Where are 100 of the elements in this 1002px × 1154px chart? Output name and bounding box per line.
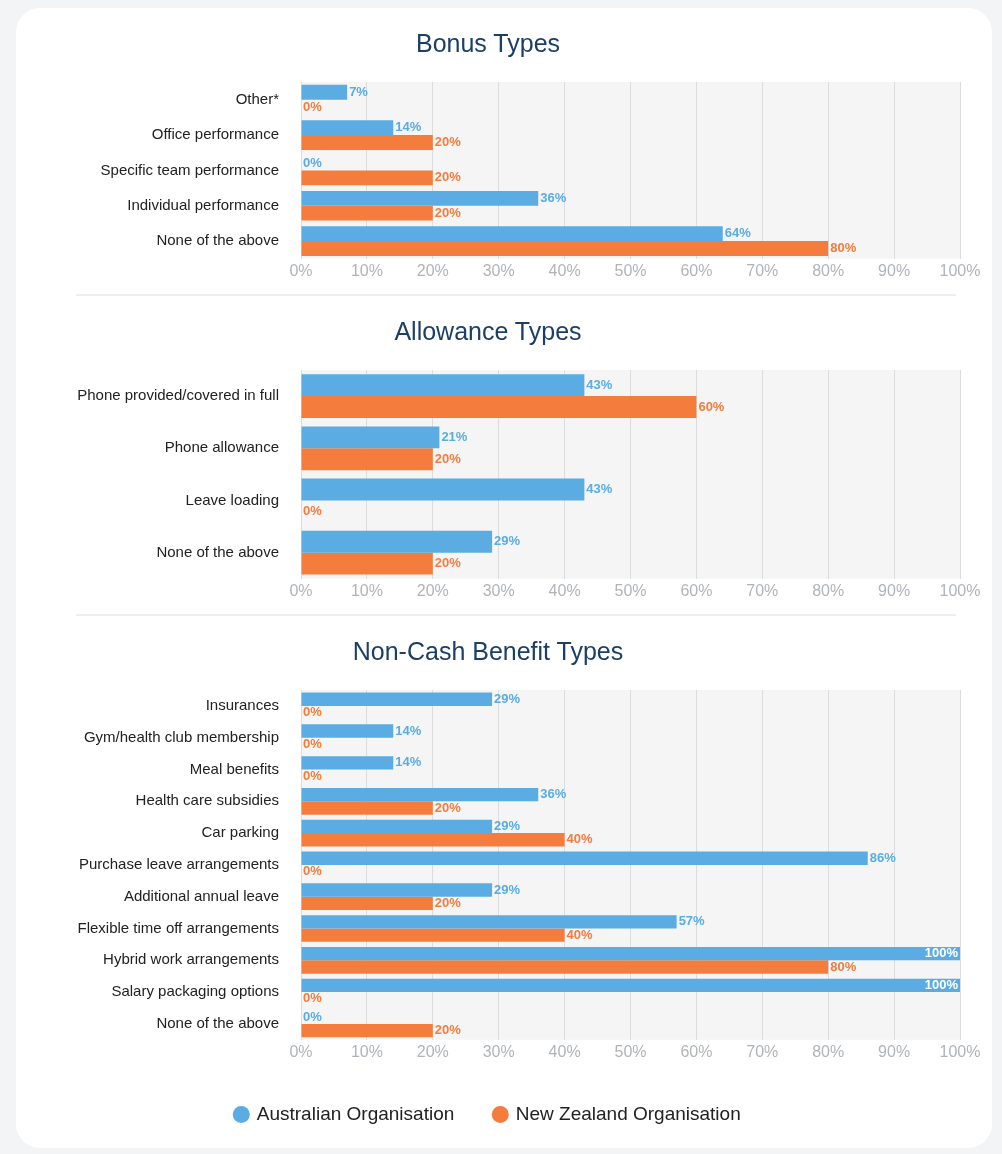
bar [301, 552, 433, 575]
x-tick-label: 60% [680, 1042, 713, 1060]
bar [301, 724, 394, 738]
data-label: 100% [924, 977, 959, 992]
x-tick-label: 90% [878, 581, 911, 599]
data-label: 0% [303, 503, 323, 519]
x-tick-label: 100% [939, 261, 981, 279]
bar [301, 120, 394, 136]
bar [301, 978, 960, 993]
bar [301, 190, 539, 206]
y-tick-label: Other* [235, 89, 280, 107]
bar [301, 960, 829, 974]
data-label: 14% [395, 119, 422, 135]
data-label: 21% [441, 428, 468, 444]
y-tick-label: Gym/health club membership [83, 727, 279, 745]
data-label: 20% [434, 555, 462, 571]
y-tick-label: Salary packaging options [111, 982, 279, 1000]
x-tick-label: 30% [482, 261, 515, 279]
x-tick-label: 10% [350, 1042, 383, 1060]
data-label: 80% [830, 958, 857, 974]
bar [301, 1023, 433, 1038]
x-tick-label: 60% [680, 581, 713, 599]
bar [301, 851, 868, 865]
bar [301, 205, 433, 221]
y-tick-label: Phone allowance [164, 438, 279, 456]
x-tick-label: 0% [289, 1042, 313, 1060]
x-tick-label: 50% [614, 1042, 647, 1060]
bar [301, 896, 433, 911]
y-tick-label: Phone provided/covered in full [77, 386, 279, 404]
data-label: 20% [434, 134, 462, 150]
data-label: 0% [303, 704, 323, 720]
x-tick-label: 90% [878, 261, 911, 279]
bar [301, 478, 585, 501]
y-tick-label: Leave loading [185, 490, 279, 508]
data-label: 36% [540, 786, 567, 802]
data-label: 0% [303, 990, 323, 1006]
y-tick-label: Hybrid work arrangements [103, 950, 279, 968]
data-label: 40% [566, 831, 594, 847]
data-label: 29% [494, 881, 521, 897]
data-label: 57% [678, 913, 706, 929]
x-tick-label: 50% [614, 581, 647, 599]
chart-title: Bonus Types [415, 28, 561, 57]
y-tick-label: Car parking [201, 823, 279, 841]
bar [301, 241, 829, 256]
data-label: 29% [494, 818, 521, 833]
y-tick-label: Health care subsidies [135, 791, 279, 809]
legend-label: Australian Organisation [256, 1102, 455, 1124]
x-tick-label: 20% [416, 581, 449, 599]
x-tick-label: 30% [482, 1042, 515, 1060]
data-label: 64% [724, 225, 752, 241]
x-tick-label: 100% [939, 1042, 981, 1060]
legend-label: New Zealand Organisation [515, 1102, 741, 1124]
x-tick-label: 100% [939, 581, 981, 599]
bar [301, 915, 677, 929]
data-label: 20% [434, 894, 462, 910]
x-tick-label: 10% [350, 581, 383, 599]
bar [301, 756, 394, 770]
bar [301, 801, 433, 815]
y-tick-label: None of the above [156, 1014, 279, 1032]
x-tick-label: 80% [812, 1042, 845, 1060]
x-tick-label: 20% [416, 1042, 449, 1060]
y-tick-label: Insurances [205, 696, 279, 714]
data-label: 20% [434, 450, 462, 466]
y-tick-label: Flexible time off arrangements [77, 918, 279, 936]
data-label: 0% [303, 735, 323, 751]
bar [301, 170, 433, 186]
bar [301, 396, 697, 419]
bar [301, 833, 565, 847]
y-tick-label: Specific team performance [100, 160, 279, 178]
data-label: 14% [395, 754, 422, 770]
y-tick-label: Office performance [151, 125, 279, 143]
y-tick-label: None of the above [156, 231, 279, 249]
data-label: 0% [303, 1008, 323, 1024]
y-tick-label: Individual performance [127, 195, 279, 213]
bar [301, 448, 433, 471]
x-tick-label: 10% [350, 261, 383, 279]
data-label: 86% [869, 849, 897, 865]
data-label: 0% [303, 863, 323, 879]
data-label: 29% [494, 690, 521, 706]
bar [301, 374, 585, 397]
data-label: 60% [698, 398, 725, 414]
x-tick-label: 70% [746, 1042, 779, 1060]
data-label: 80% [830, 240, 857, 256]
data-label: 20% [434, 799, 462, 815]
data-label: 0% [303, 98, 323, 114]
y-tick-label: Meal benefits [189, 759, 279, 777]
x-tick-label: 0% [289, 261, 313, 279]
x-tick-label: 80% [812, 261, 845, 279]
bar [301, 883, 493, 897]
data-label: 20% [434, 204, 462, 220]
data-label: 40% [566, 926, 594, 942]
x-tick-label: 30% [482, 581, 515, 599]
x-tick-label: 40% [548, 581, 581, 599]
x-tick-label: 70% [746, 581, 779, 599]
data-label: 43% [586, 376, 613, 392]
chart-title: Allowance Types [394, 316, 582, 345]
y-tick-label: None of the above [156, 542, 279, 560]
x-tick-label: 80% [812, 581, 845, 599]
data-label: 100% [924, 945, 959, 961]
data-label: 20% [434, 169, 462, 185]
